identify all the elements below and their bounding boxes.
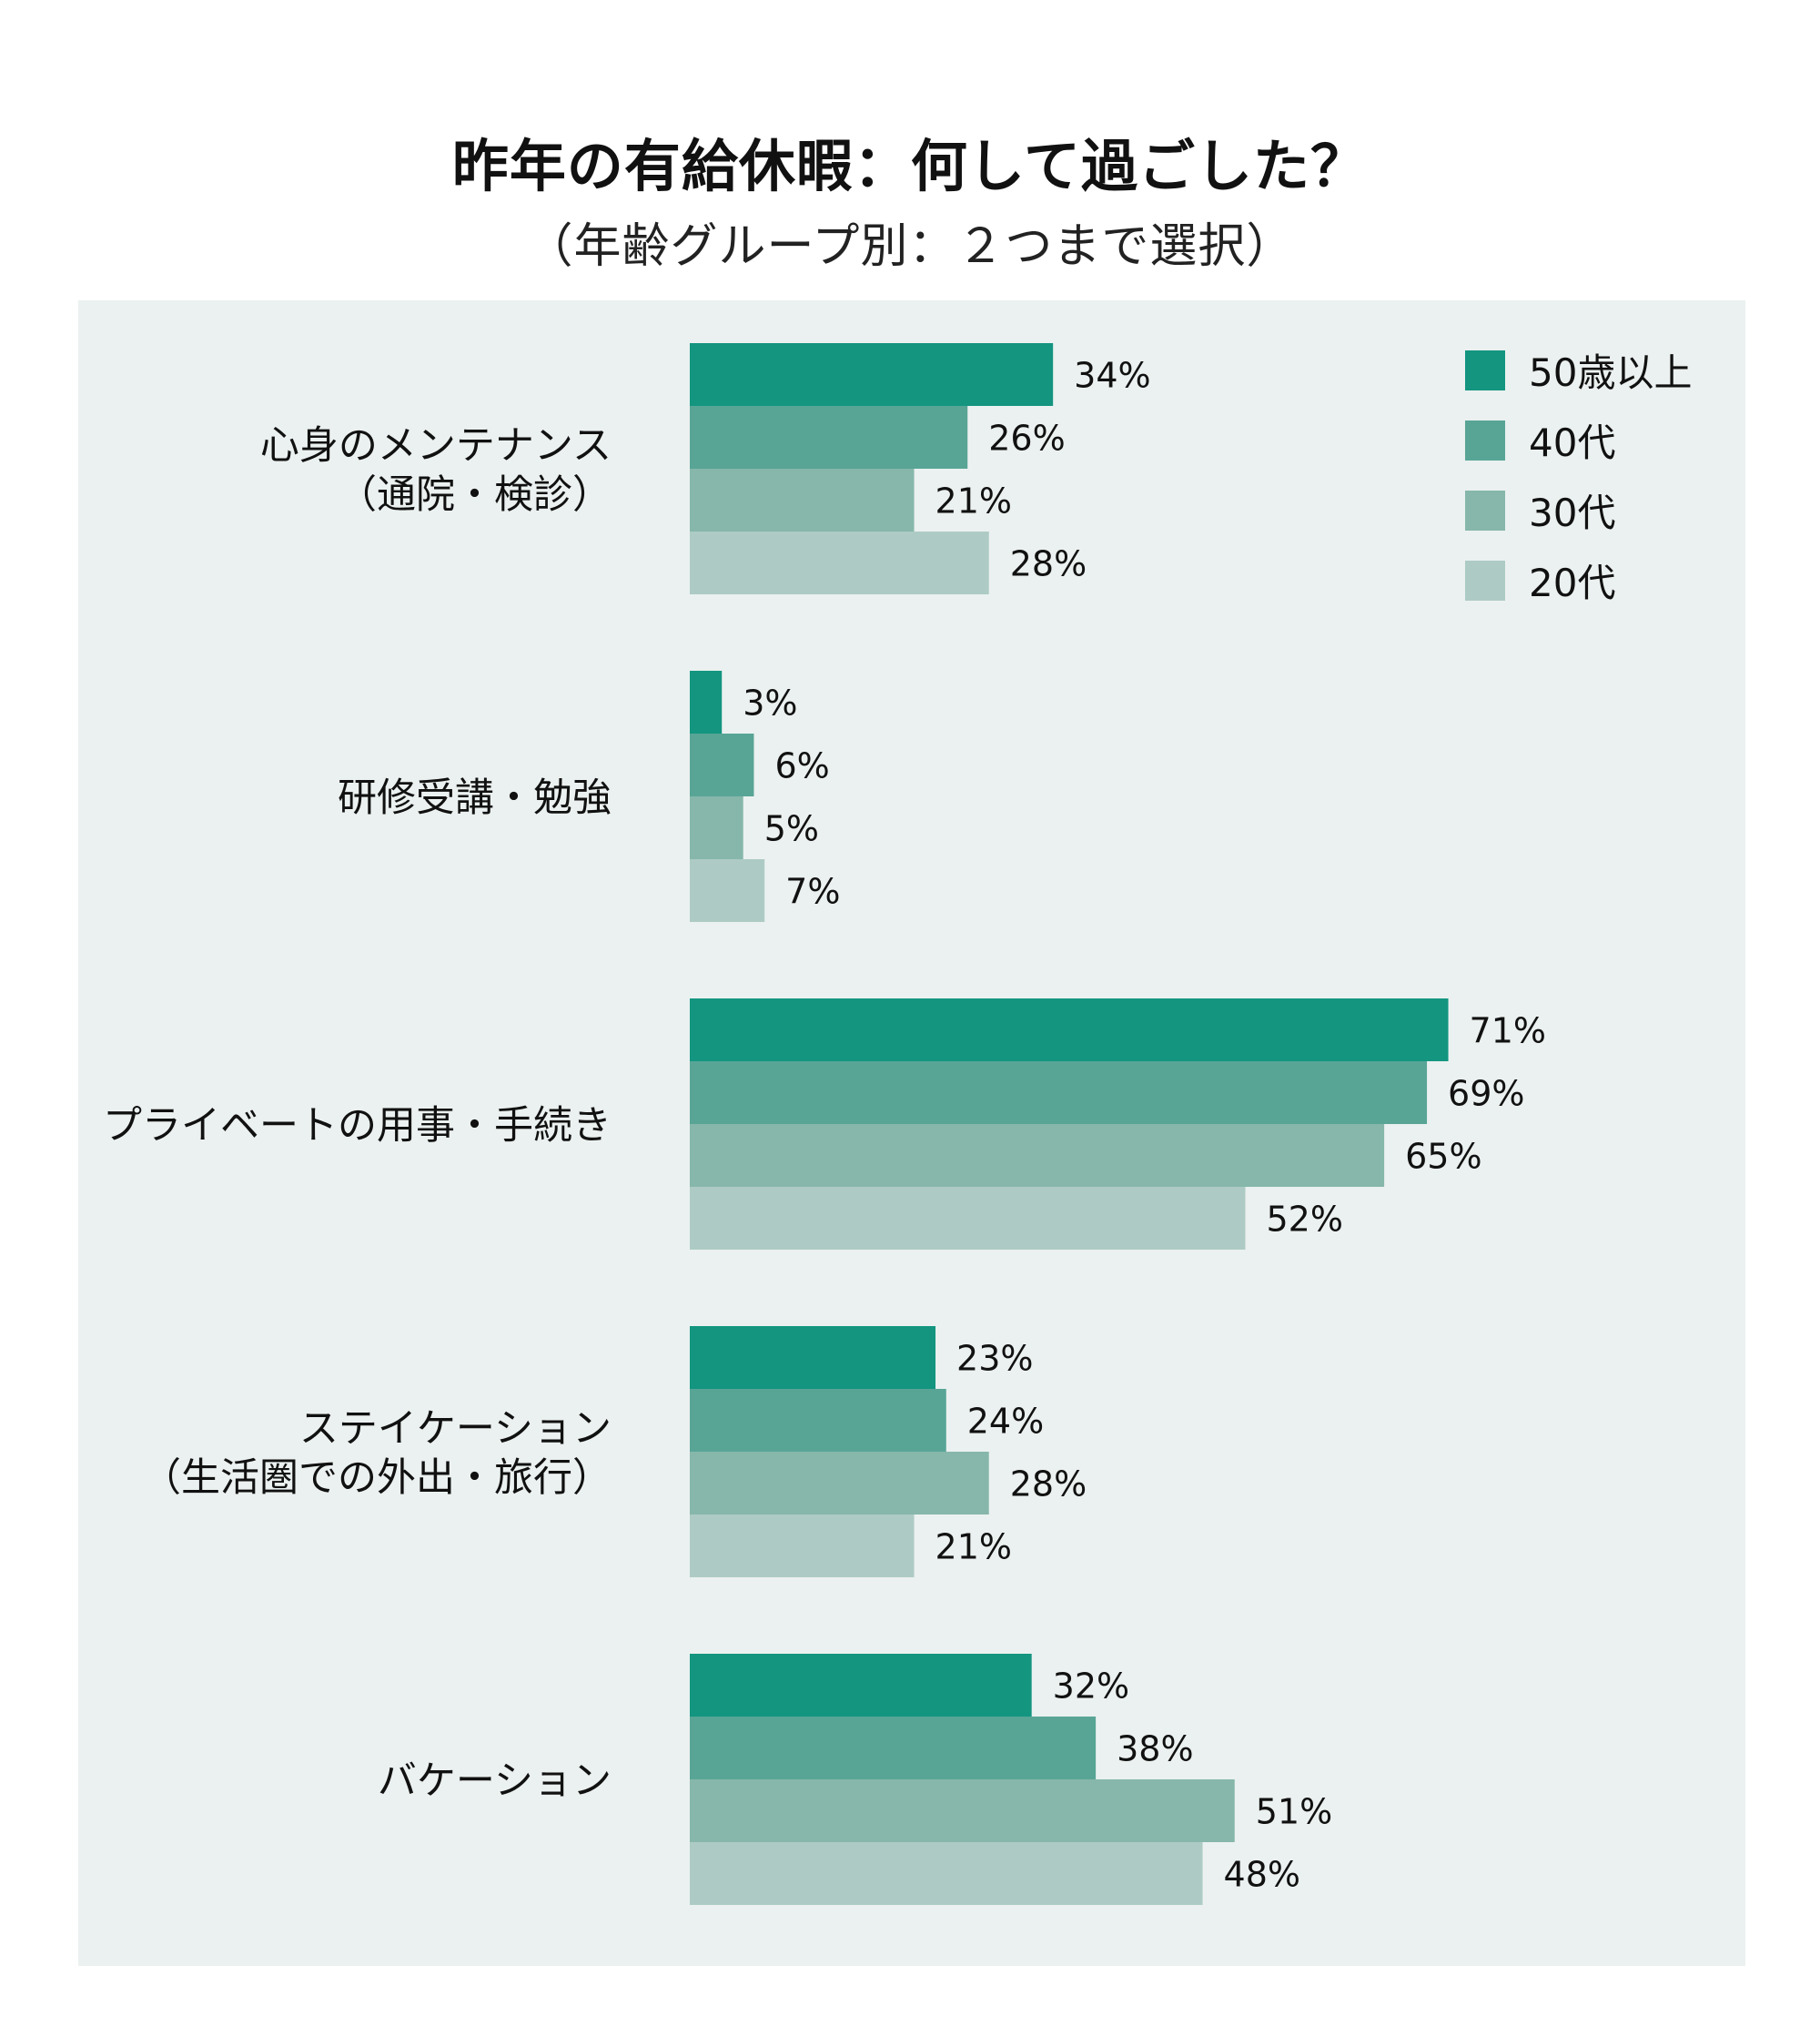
bar	[690, 1452, 989, 1514]
value-label: 69%	[1448, 1074, 1524, 1114]
category-label: （生活圏での外出・旅行）	[142, 1455, 612, 1501]
value-label: 38%	[1117, 1729, 1193, 1769]
value-label: 24%	[967, 1402, 1044, 1442]
bar	[690, 859, 765, 922]
chart-title: 昨年の有給休暇：何して過ごした？	[451, 133, 1369, 199]
value-label: 3%	[743, 684, 797, 724]
category-label: （通院・検診）	[338, 472, 612, 518]
bar	[690, 1326, 936, 1389]
bar	[690, 1842, 1203, 1905]
bar	[690, 1654, 1032, 1717]
bar	[690, 1717, 1097, 1779]
bar	[690, 796, 743, 859]
bar	[690, 998, 1449, 1061]
bar	[690, 406, 968, 469]
legend-swatch	[1465, 560, 1505, 601]
legend-label: 40代	[1529, 420, 1616, 465]
value-label: 48%	[1224, 1855, 1300, 1895]
value-label: 28%	[1010, 1464, 1087, 1504]
bar	[690, 1187, 1246, 1250]
category-label: ステイケーション	[299, 1406, 612, 1452]
bar	[690, 734, 754, 796]
bar	[690, 1389, 946, 1452]
category-label: 心身のメンテナンス	[260, 423, 612, 469]
value-label: 65%	[1405, 1137, 1481, 1177]
value-label: 6%	[774, 746, 829, 786]
value-label: 7%	[785, 872, 840, 912]
value-label: 28%	[1010, 544, 1087, 584]
value-label: 52%	[1266, 1200, 1342, 1240]
value-label: 71%	[1470, 1011, 1546, 1051]
legend: 50歳以上 40代 30代 20代	[1465, 335, 1692, 615]
value-label: 23%	[956, 1339, 1033, 1379]
legend-label: 30代	[1529, 491, 1616, 535]
value-label: 26%	[988, 419, 1065, 459]
value-label: 51%	[1256, 1792, 1332, 1832]
bar	[690, 1779, 1235, 1842]
bar	[690, 1061, 1428, 1124]
category-label: バケーション	[378, 1758, 612, 1804]
legend-item: 30代	[1465, 475, 1692, 545]
bar	[690, 469, 915, 532]
category-label: プライベートの用事・手続き	[103, 1103, 612, 1149]
bar	[690, 671, 723, 734]
value-label: 34%	[1074, 356, 1150, 396]
chart-subtitle: （年齢グループ別：２つまで選択）	[525, 219, 1295, 274]
legend-swatch	[1465, 490, 1505, 531]
legend-item: 40代	[1465, 405, 1692, 475]
legend-item: 20代	[1465, 545, 1692, 615]
value-label: 21%	[935, 481, 1012, 522]
bar	[690, 532, 989, 594]
legend-label: 20代	[1529, 561, 1616, 605]
legend-item: 50歳以上	[1465, 335, 1692, 405]
value-label: 32%	[1053, 1666, 1129, 1707]
value-label: 5%	[764, 809, 819, 849]
legend-swatch	[1465, 420, 1505, 461]
legend-label: 50歳以上	[1529, 350, 1693, 395]
bar	[690, 1514, 915, 1577]
value-label: 21%	[935, 1527, 1012, 1567]
category-label: 研修受講・勉強	[338, 775, 612, 821]
legend-swatch	[1465, 349, 1505, 390]
bar	[690, 1124, 1385, 1187]
bar	[690, 343, 1054, 406]
